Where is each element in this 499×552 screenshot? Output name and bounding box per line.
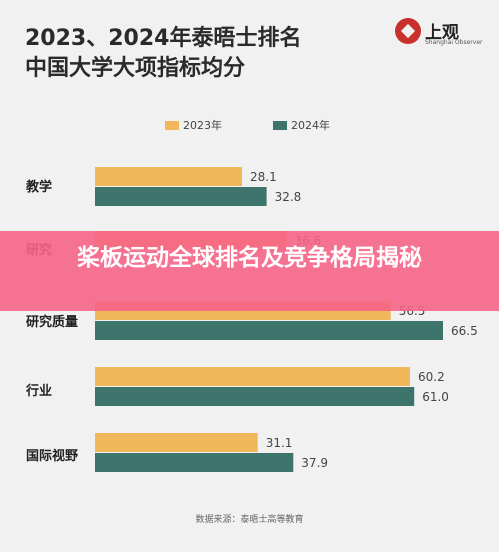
- data-label-2024-0: 32.8: [275, 190, 302, 204]
- category-label-teaching: 教学: [26, 180, 53, 195]
- bar-2023-3: [95, 367, 410, 386]
- legend-item-2024: 2024年: [273, 117, 330, 133]
- data-label-2023-3: 60.2: [418, 370, 445, 384]
- bar-2024-2: [95, 321, 443, 340]
- overlay-banner: 桨板运动全球排名及竞争格局揭秘: [0, 231, 499, 311]
- bar-2024-4: [95, 453, 294, 472]
- chart-title-line2: 中国大学大项指标均分: [25, 56, 246, 81]
- logo-name: 上观: [425, 23, 459, 43]
- legend-swatch-2024: [273, 120, 287, 130]
- shanghai-observer-logo: 上观 Shanghai Observer: [395, 18, 495, 48]
- data-label-2024-3: 61.0: [422, 390, 449, 404]
- bar-2024-0: [95, 187, 267, 206]
- chart-title: 2023、2024年泰晤士排名 中国大学大项指标均分: [25, 24, 301, 84]
- data-label-2023-0: 28.1: [250, 170, 277, 184]
- chart-legend: 2023年 2024年: [0, 117, 499, 135]
- category-label-research-quality: 研究质量: [26, 315, 79, 330]
- logo-subtitle: Shanghai Observer: [425, 39, 483, 46]
- legend-swatch-2023: [165, 120, 179, 130]
- bar-2023-0: [95, 167, 242, 186]
- bar-2024-3: [95, 387, 415, 406]
- data-label-2024-2: 66.5: [451, 324, 478, 338]
- data-label-2023-4: 31.1: [266, 436, 293, 450]
- logo-mark-icon: [395, 18, 421, 44]
- legend-label-2024: 2024年: [291, 119, 330, 132]
- category-label-international: 国际视野: [26, 449, 79, 464]
- data-label-2024-4: 37.9: [301, 456, 328, 470]
- category-label-industry: 行业: [26, 384, 53, 399]
- bar-2023-4: [95, 433, 258, 452]
- data-source: 数据来源：泰晤士高等教育: [195, 515, 304, 525]
- legend-label-2023: 2023年: [183, 119, 222, 132]
- legend-item-2023: 2023年: [165, 117, 222, 133]
- overlay-banner-text: 桨板运动全球排名及竞争格局揭秘: [77, 245, 422, 271]
- chart-title-line1: 2023、2024年泰晤士排名: [25, 26, 302, 51]
